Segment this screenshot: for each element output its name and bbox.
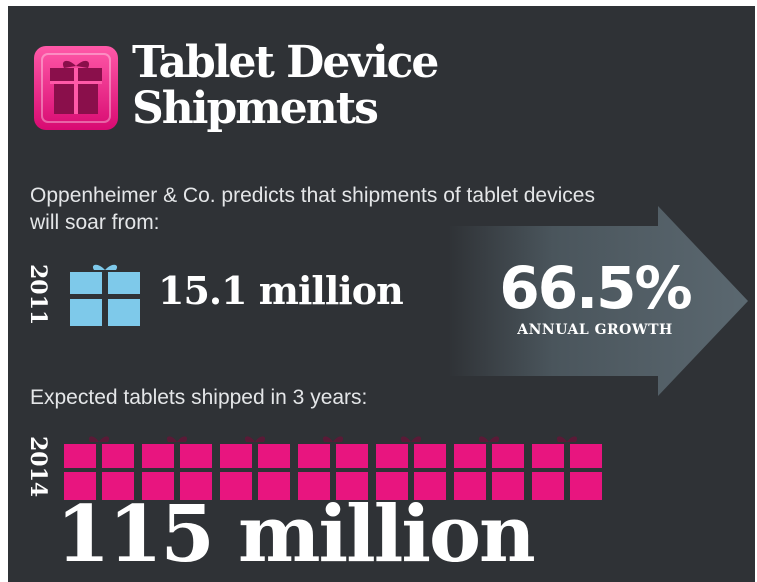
year-2011-label: 2011	[25, 264, 51, 325]
gift-icon	[32, 44, 120, 132]
year-2014-label: 2014	[25, 436, 51, 497]
shipments-2014-value: 115 million	[56, 490, 534, 580]
infographic-panel: Tablet Device Shipments Oppenheimer & Co…	[8, 6, 755, 582]
expected-text: Expected tablets shipped in 3 years:	[30, 384, 367, 411]
page-title-line-1: Tablet Device	[132, 40, 437, 86]
gift-icon	[532, 432, 602, 500]
growth-value: 66.5%	[486, 258, 704, 318]
shipments-2011-value: 15.1 million	[158, 268, 403, 313]
gift-icon	[70, 260, 140, 326]
growth-label: ANNUAL GROWTH	[486, 322, 704, 338]
page-title-line-2: Shipments	[132, 86, 377, 132]
